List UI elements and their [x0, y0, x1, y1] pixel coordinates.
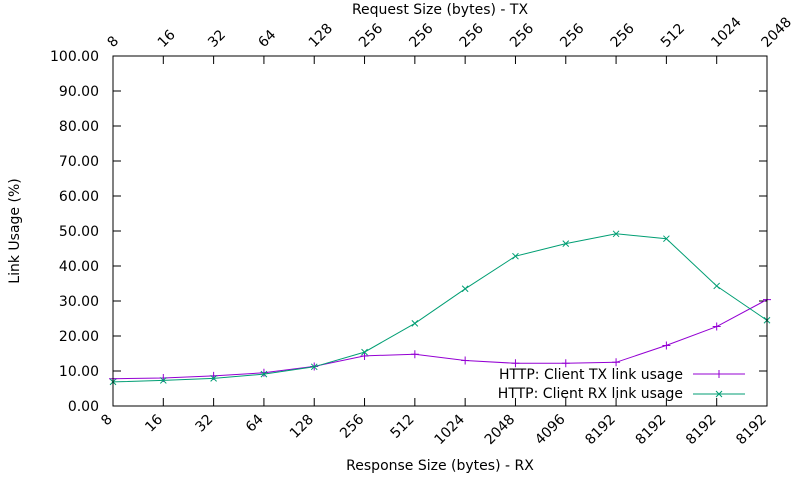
top-tick-label: 2048 — [759, 14, 796, 51]
y-tick-label: 30.00 — [59, 294, 99, 310]
y-tick-label: 80.00 — [59, 119, 99, 135]
top-tick-label: 256 — [557, 21, 587, 51]
data-point — [410, 350, 419, 359]
y-tick-label: 60.00 — [59, 189, 99, 205]
top-tick-label: 32 — [205, 27, 229, 51]
y-axis-label: Link Usage (%) — [7, 178, 23, 283]
bottom-tick-label: 32 — [193, 412, 217, 436]
data-point — [310, 363, 318, 371]
y-tick-label: 10.00 — [59, 364, 99, 380]
top-tick-label: 8 — [105, 33, 123, 51]
data-point — [461, 356, 470, 365]
y-tick-label: 0.00 — [68, 399, 99, 415]
data-point — [713, 282, 721, 290]
data-point — [612, 358, 621, 367]
top-tick-label: 256 — [356, 21, 386, 51]
data-point — [361, 348, 368, 356]
legend-marker-rx — [715, 390, 723, 398]
y-tick-label: 50.00 — [59, 224, 99, 240]
top-axis-label: Request Size (bytes) - TX — [352, 2, 529, 18]
data-point — [562, 240, 570, 247]
bottom-tick-label: 64 — [243, 411, 267, 435]
data-point — [360, 351, 369, 360]
bottom-tick-label: 128 — [287, 412, 317, 442]
y-tick-label: 100.00 — [50, 49, 99, 65]
series-line — [112, 233, 768, 383]
y-tick-label: 40.00 — [59, 259, 99, 275]
top-tick-label: 16 — [155, 27, 179, 51]
bottom-tick-label: 2048 — [482, 412, 519, 449]
bottom-tick-label: 8192 — [683, 412, 720, 449]
bottom-tick-label: 256 — [337, 411, 367, 441]
y-tick-label: 20.00 — [59, 329, 99, 345]
legend-label-tx: HTTP: Client TX link usage — [499, 367, 683, 383]
y-tick-label: 90.00 — [59, 84, 99, 100]
data-point — [712, 322, 721, 331]
data-point — [260, 370, 268, 378]
top-tick-label: 128 — [306, 21, 336, 51]
data-point — [411, 320, 419, 327]
bottom-tick-label: 1024 — [431, 411, 468, 448]
data-point — [159, 377, 167, 384]
top-tick-label: 256 — [507, 21, 537, 51]
top-tick-label: 1024 — [708, 14, 745, 51]
top-tick-labels: 8 16 32 64 128 256 256 256 256 256 256 512 1024 2048 — [105, 14, 796, 64]
bottom-tick-label: 8192 — [633, 412, 670, 449]
bottom-tick-label: 16 — [142, 411, 166, 435]
bottom-tick-label: 8192 — [733, 412, 770, 449]
data-point — [612, 230, 620, 238]
y-tick-labels: 0.00 10.00 20.00 30.00 40.00 50.00 60.00 70.00 8… — [50, 49, 767, 415]
bottom-tick-label: 8 — [98, 412, 116, 430]
series-rx — [109, 230, 771, 386]
legend-marker-tx — [715, 370, 723, 378]
top-tick-label: 256 — [608, 21, 638, 51]
bottom-tick-label: 512 — [387, 412, 417, 442]
y-tick-label: 70.00 — [59, 154, 99, 170]
top-tick-label: 64 — [255, 27, 279, 51]
data-point — [259, 368, 268, 377]
bottom-tick-label: 4096 — [532, 411, 569, 448]
data-point — [663, 235, 670, 243]
data-point — [210, 374, 217, 382]
plot-frame — [112, 55, 768, 407]
legend: HTTP: Client TX link usage HTTP: Client … — [498, 367, 745, 402]
top-tick-label: 256 — [406, 21, 436, 51]
top-tick-label: 512 — [658, 21, 688, 51]
data-point — [511, 359, 520, 368]
top-tick-label: 256 — [457, 21, 487, 51]
bottom-axis-label: Response Size (bytes) - RX — [346, 458, 534, 474]
data-point — [461, 285, 469, 293]
series-layer — [109, 230, 771, 386]
series-line — [112, 299, 768, 380]
data-point — [662, 341, 671, 350]
legend-label-rx: HTTP: Client RX link usage — [498, 386, 683, 402]
data-point — [561, 359, 570, 368]
data-point — [512, 252, 519, 260]
bottom-tick-label: 8192 — [582, 412, 619, 449]
